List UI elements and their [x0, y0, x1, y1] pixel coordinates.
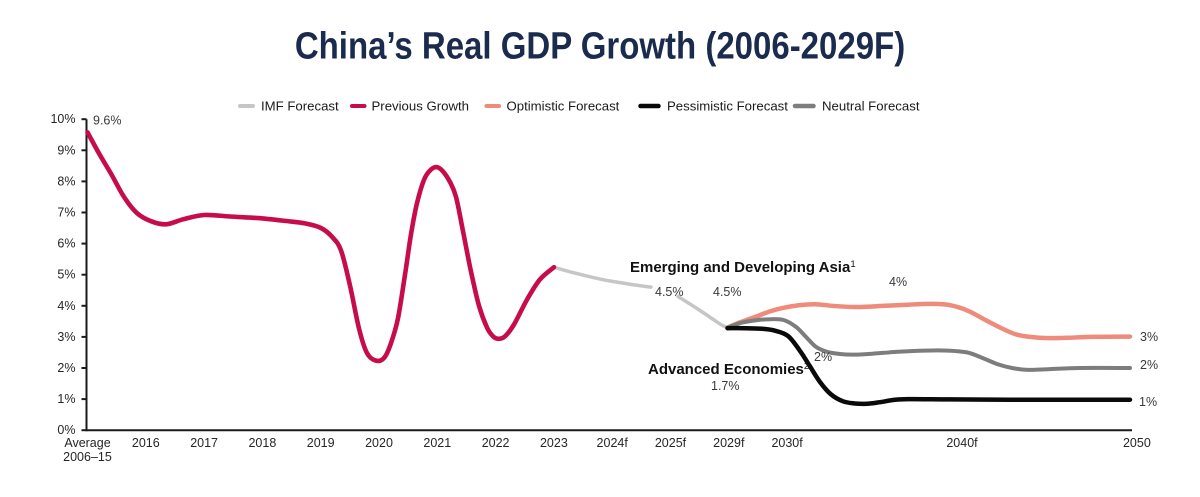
svg-text:2018: 2018 — [248, 436, 276, 450]
svg-text:4.5%: 4.5% — [655, 285, 684, 299]
svg-text:9%: 9% — [57, 143, 75, 157]
svg-text:5%: 5% — [57, 268, 75, 282]
svg-text:1%: 1% — [57, 392, 75, 406]
svg-text:2017: 2017 — [190, 436, 218, 450]
svg-text:IMF Forecast: IMF Forecast — [261, 99, 339, 114]
svg-text:China’s Real GDP Growth (2006-: China’s Real GDP Growth (2006-2029F) — [295, 24, 905, 67]
svg-text:2023: 2023 — [540, 436, 568, 450]
svg-text:2050: 2050 — [1123, 436, 1151, 450]
svg-text:1.7%: 1.7% — [711, 379, 740, 393]
svg-text:Previous Growth: Previous Growth — [372, 99, 469, 114]
svg-text:0%: 0% — [57, 423, 75, 437]
svg-text:2029f: 2029f — [713, 436, 745, 450]
svg-text:2025f: 2025f — [655, 436, 687, 450]
svg-text:Advanced Economies2: Advanced Economies2 — [648, 361, 809, 379]
svg-text:2016: 2016 — [132, 436, 160, 450]
svg-text:2020: 2020 — [365, 436, 393, 450]
svg-text:4%: 4% — [57, 299, 75, 313]
svg-text:2%: 2% — [1140, 358, 1158, 372]
svg-text:6%: 6% — [57, 237, 75, 251]
svg-text:4.5%: 4.5% — [713, 285, 742, 299]
svg-text:Neutral Forecast: Neutral Forecast — [822, 99, 920, 114]
svg-text:Average: Average — [64, 436, 110, 450]
svg-text:4%: 4% — [889, 275, 907, 289]
svg-text:2021: 2021 — [423, 436, 451, 450]
svg-text:2019: 2019 — [307, 436, 335, 450]
svg-text:10%: 10% — [50, 112, 75, 126]
svg-text:2022: 2022 — [482, 436, 510, 450]
svg-text:2006–15: 2006–15 — [63, 450, 112, 464]
svg-text:2%: 2% — [814, 350, 832, 364]
svg-text:3%: 3% — [57, 330, 75, 344]
svg-text:1%: 1% — [1139, 395, 1157, 409]
svg-text:2040f: 2040f — [946, 436, 978, 450]
svg-text:Emerging and Developing Asia1: Emerging and Developing Asia1 — [630, 259, 856, 277]
svg-text:2%: 2% — [57, 361, 75, 375]
svg-text:2030f: 2030f — [771, 436, 803, 450]
svg-text:Pessimistic Forecast: Pessimistic Forecast — [667, 99, 788, 114]
svg-text:7%: 7% — [57, 206, 75, 220]
svg-text:2024f: 2024f — [597, 436, 629, 450]
svg-text:3%: 3% — [1140, 330, 1158, 344]
svg-text:9.6%: 9.6% — [93, 114, 122, 128]
svg-text:8%: 8% — [57, 174, 75, 188]
svg-text:Optimistic Forecast: Optimistic Forecast — [507, 99, 620, 114]
